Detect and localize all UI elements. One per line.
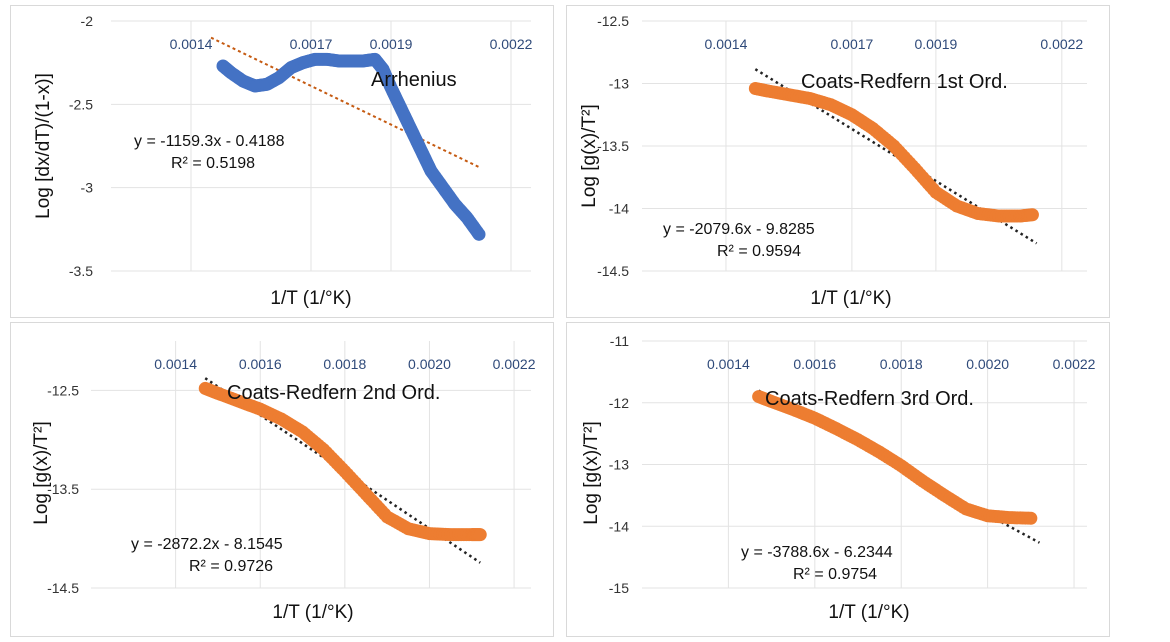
y-tick-label: -12 [609,395,629,411]
chart-panel-arrhenius: 0.0014 0.0017 0.0019 0.0022 -2 -2.5 -3 -3.5 Ar… [10,5,554,318]
x-tick-label: 0.0014 [707,356,750,372]
y-tick-label: -3.5 [69,263,93,279]
trendline [210,36,480,168]
x-axis-label: 1/T (1/°K) [272,602,353,623]
chart-panel-cr-1st: 0.0014 0.0017 0.0019 0.0022 -12.5 -13 -13.5 -1… [566,5,1110,318]
r-squared: R² = 0.9594 [717,243,801,260]
x-tick-label: 0.0020 [408,356,451,372]
y-tick-label: -14 [609,201,629,217]
y-tick-label: -13 [609,457,629,473]
trend-equation: y = -3788.6x - 6.2344 [741,544,893,561]
chart-panel-cr-3rd: 0.0014 0.0016 0.0018 0.0020 0.0022 -11 -12 -13… [566,322,1110,637]
x-tick-label: 0.0019 [914,36,957,52]
x-tick-label: 0.0022 [1053,356,1096,372]
x-tick-label: 0.0016 [793,356,836,372]
x-tick-label: 0.0022 [490,36,533,52]
x-tick-label: 0.0016 [239,356,282,372]
y-tick-label: -13.5 [47,481,79,497]
data-point [1024,511,1038,525]
x-tick-label: 0.0022 [1040,36,1083,52]
x-tick-label: 0.0018 [323,356,366,372]
data-point [1025,208,1039,222]
trend-equation: y = -2872.2x - 8.1545 [131,536,283,553]
x-axis-label: 1/T (1/°K) [810,288,891,309]
x-tick-label: 0.0019 [370,36,413,52]
data-point [472,227,486,241]
y-tick-label: -2.5 [69,96,93,112]
chart-title: Arrhenius [371,69,457,91]
x-tick-label: 0.0017 [830,36,873,52]
trend-equation: y = -2079.6x - 9.8285 [663,221,815,238]
x-tick-label: 0.0018 [880,356,923,372]
x-axis-label: 1/T (1/°K) [270,288,351,309]
y-tick-label: -11 [610,333,629,349]
chart-panel-cr-2nd: 0.0014 0.0016 0.0018 0.0020 0.0022 -12.5 -13.… [10,322,554,637]
x-axis-label: 1/T (1/°K) [828,602,909,623]
y-tick-label: -3 [81,180,94,196]
y-tick-label: -12.5 [597,13,629,29]
y-axis-label: Log [g(x)/T²] [579,104,600,207]
chart-title: Coats-Redfern 2nd Ord. [227,382,440,404]
r-squared: R² = 0.9726 [189,558,273,575]
x-tick-label: 0.0014 [705,36,748,52]
y-axis-label: Log [dx/dT)/(1-x)] [33,73,54,219]
r-squared: R² = 0.5198 [171,155,255,172]
y-axis-label: Log [g(x)/T²] [31,421,52,524]
x-tick-label: 0.0014 [170,36,213,52]
y-tick-label: -13 [609,76,629,92]
x-tick-label: 0.0014 [154,356,197,372]
y-tick-label: -14.5 [597,263,629,279]
chart-title: Coats-Redfern 1st Ord. [801,71,1008,93]
data-point [473,528,487,542]
arrhenius-chart: 0.0014 0.0017 0.0019 0.0022 -2 -2.5 -3 -3.5 Ar… [33,13,533,309]
y-axis-label: Log [g(x)/T²] [581,421,602,524]
y-tick-label: -12.5 [47,382,79,398]
y-tick-label: -15 [609,580,629,596]
chart-title: Coats-Redfern 3rd Ord. [765,388,974,410]
trend-equation: y = -1159.3x - 0.4188 [134,133,285,150]
coats-redfern-2nd-chart: 0.0014 0.0016 0.0018 0.0020 0.0022 -12.5 -13.… [31,341,536,623]
r-squared: R² = 0.9754 [793,566,877,583]
y-tick-label: -14 [609,518,629,534]
coats-redfern-3rd-chart: 0.0014 0.0016 0.0018 0.0020 0.0022 -11 -12 -13… [581,333,1096,623]
x-tick-label: 0.0022 [493,356,536,372]
y-tick-label: -14.5 [47,580,79,596]
coats-redfern-1st-chart: 0.0014 0.0017 0.0019 0.0022 -12.5 -13 -13.5 -1… [579,13,1087,309]
y-tick-label: -2 [81,13,94,29]
x-tick-label: 0.0020 [966,356,1009,372]
y-tick-label: -13.5 [597,138,629,154]
x-tick-label: 0.0017 [290,36,333,52]
